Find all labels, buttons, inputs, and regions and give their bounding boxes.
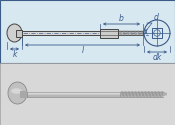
Polygon shape [163,92,167,96]
Bar [0,0,175,63]
Ellipse shape [11,88,22,94]
Bar [16,30,22,36]
Bar [27,92,120,94]
Bar [120,92,163,96]
Text: k: k [12,50,17,59]
Text: d: d [154,14,159,22]
Text: b: b [119,14,124,23]
Text: l: l [81,46,84,55]
Bar [22,31,100,35]
Bar [27,95,120,96]
Ellipse shape [7,24,22,42]
Bar [20,90,27,98]
Ellipse shape [8,82,27,104]
Bar [100,28,118,38]
Circle shape [144,20,170,46]
Text: dk: dk [152,53,162,62]
Bar [118,31,143,35]
Bar [27,92,120,96]
Bar [0,63,175,125]
